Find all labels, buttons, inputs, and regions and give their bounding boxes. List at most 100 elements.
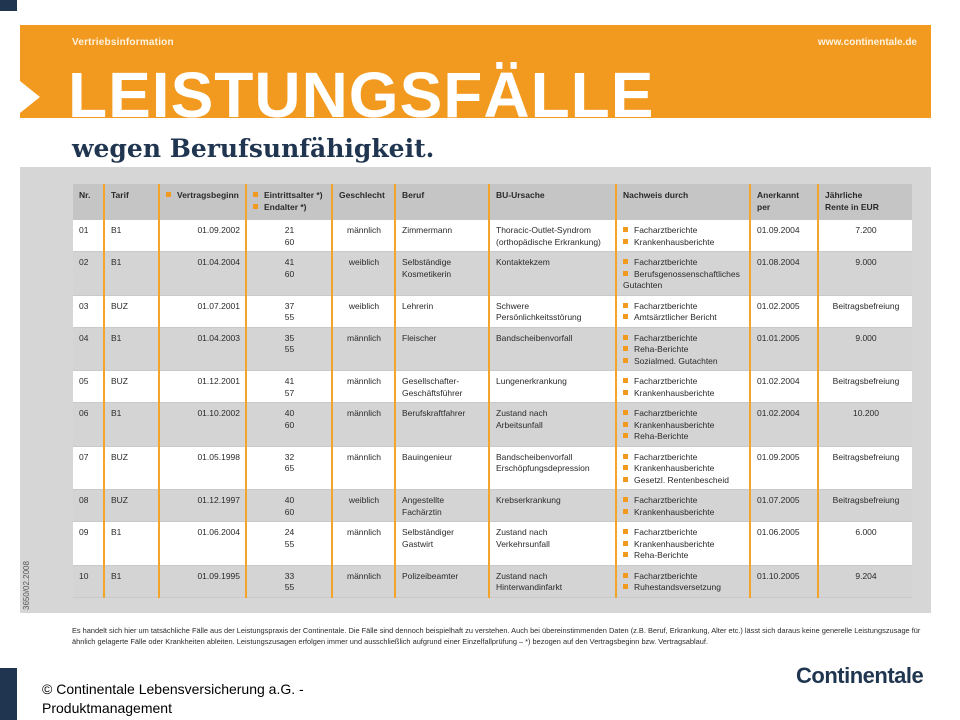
proof-item: Berufsgenossenschaftliches Gutachten (623, 269, 744, 292)
cell-line: Bandscheibenvorfall (496, 451, 573, 462)
cell-endalter: 55 (284, 538, 295, 549)
cell-line: Berufskraftfahrer (402, 408, 466, 418)
cell-nr: 04 (73, 327, 104, 371)
copyright-footer: © Continentale Lebensversicherung a.G. -… (42, 680, 304, 718)
cell-line: Persönlichkeitsstörung (496, 312, 582, 322)
cell-anerkannt: 01.06.2005 (749, 521, 818, 566)
cell-geschlecht: weiblich (331, 489, 395, 522)
cell-anerkannt: 01.09.2005 (749, 446, 818, 490)
cell-alter: 40 60 (245, 402, 332, 447)
proof-item: Ruhestandsversetzung (623, 582, 744, 594)
cell-line: Angestellte (402, 495, 445, 505)
banner-tag: Vertriebsinformation (72, 37, 174, 48)
cell-nr: 06 (73, 402, 104, 447)
cell-tarif: B1 (103, 327, 159, 371)
cell-ursache: Lungenerkrankung (488, 370, 616, 403)
cell-rente: Beitragsbefreiung (817, 489, 912, 522)
col-header-beruf: Beruf (394, 184, 489, 220)
cell-anerkannt: 01.07.2005 (749, 489, 818, 522)
cell-vertragsbeginn: 01.09.2002 (158, 220, 246, 252)
proof-item: Facharztberichte (623, 452, 744, 464)
cell-nachweis: Facharztberichte Krankenhausberichte Geset… (615, 446, 750, 490)
cell-line: Hinterwandinfarkt (496, 582, 563, 592)
cell-beruf: Selbständige Kosmetikerin (394, 251, 489, 296)
cell-line: Lungenerkrankung (496, 376, 567, 386)
page-title: LEISTUNGSFÄLLE (68, 59, 655, 118)
cell-alter: 32 65 (245, 446, 332, 490)
cell-alter: 21 60 (245, 220, 332, 252)
cases-table: Nr. Tarif Vertragsbeginn Eintrittsalter … (73, 184, 912, 598)
cell-beruf: Fleischer (394, 327, 489, 371)
proof-item: Facharztberichte (623, 495, 744, 507)
cell-anerkannt: 01.09.2004 (749, 220, 818, 252)
continentale-logo: Continentale (796, 663, 924, 688)
table-row: 09 B1 01.06.2004 24 55 männlich Selbständiger G… (73, 521, 912, 566)
cell-line: Schwere (496, 300, 530, 311)
col-header-anerkannt: Anerkannt per (749, 184, 818, 220)
cell-rente: 9.000 (817, 327, 912, 371)
cell-line: Kontaktekzem (496, 257, 550, 267)
cell-ursache: Schwere Persönlichkeitsstörung (488, 295, 616, 328)
cell-line: Polizeibeamter (402, 570, 459, 581)
proof-item: Reha-Berichte (623, 431, 744, 443)
cell-vertragsbeginn: 01.10.2002 (158, 402, 246, 447)
cell-eintrittsalter: 40 (284, 408, 295, 418)
cell-geschlecht: männlich (331, 327, 395, 371)
cell-nr: 05 (73, 370, 104, 403)
cell-eintrittsalter: 33 (284, 570, 295, 581)
col-header-vertragsbeginn: Vertragsbeginn (158, 184, 246, 220)
cell-nr: 09 (73, 521, 104, 566)
cell-eintrittsalter: 24 (284, 527, 295, 537)
cell-rente: 9.000 (817, 251, 912, 296)
cell-line: Zustand nach (496, 570, 548, 581)
bullet-icon (166, 190, 177, 200)
proof-item: Krankenhausberichte (623, 388, 744, 400)
col-header-nr: Nr. (73, 184, 104, 220)
cell-line: Verkehrsunfall (496, 538, 550, 549)
cell-vertragsbeginn: 01.04.2003 (158, 327, 246, 371)
cell-line: Lehrerin (402, 300, 434, 311)
table-row: 10 B1 01.09.1995 33 55 männlich Polizeibeamter… (73, 565, 912, 598)
cell-beruf: Berufskraftfahrer (394, 402, 489, 447)
proof-item: Facharztberichte (623, 376, 744, 388)
cell-vertragsbeginn: 01.06.2004 (158, 521, 246, 566)
col-header-geschlecht: Geschlecht (331, 184, 395, 220)
cell-line: Geschäftsführer (402, 387, 463, 398)
proof-item: Facharztberichte (623, 257, 744, 269)
cell-anerkannt: 01.08.2004 (749, 251, 818, 296)
cell-nachweis: Facharztberichte Krankenhausberichte (615, 489, 750, 522)
cell-line: Fleischer (402, 332, 437, 343)
cell-anerkannt: 01.02.2004 (749, 402, 818, 447)
proof-item: Krankenhausberichte (623, 507, 744, 519)
cell-alter: 40 60 (245, 489, 332, 522)
cell-endalter: 60 (284, 506, 295, 517)
cell-vertragsbeginn: 01.05.1998 (158, 446, 246, 490)
cell-anerkannt: 01.10.2005 (749, 565, 818, 598)
col-header-eintrittsalter: Eintrittsalter *) (253, 190, 326, 202)
proof-item: Facharztberichte (623, 527, 744, 539)
cell-alter: 37 55 (245, 295, 332, 328)
cell-line: Thoracic-Outlet-Syndrom (496, 225, 591, 235)
cell-beruf: Zimmermann (394, 220, 489, 252)
cell-line: Zimmermann (402, 225, 453, 235)
cell-tarif: BUZ (103, 446, 159, 490)
cell-nr: 01 (73, 220, 104, 252)
proof-item: Facharztberichte (623, 301, 744, 313)
cell-tarif: B1 (103, 521, 159, 566)
proof-item: Amtsärztlicher Bericht (623, 312, 744, 324)
cell-nr: 07 (73, 446, 104, 490)
cell-geschlecht: männlich (331, 370, 395, 403)
cell-vertragsbeginn: 01.07.2001 (158, 295, 246, 328)
cell-rente: 7.200 (817, 220, 912, 252)
cell-nr: 02 (73, 251, 104, 296)
cell-eintrittsalter: 41 (284, 257, 295, 267)
cell-alter: 33 55 (245, 565, 332, 598)
cell-ursache: Bandscheibenvorfall (488, 327, 616, 371)
table-row: 03 BUZ 01.07.2001 37 55 weiblich Lehrerin Schwe… (73, 295, 912, 328)
cell-rente: Beitragsbefreiung (817, 446, 912, 490)
cell-nr: 08 (73, 489, 104, 522)
cell-endalter: 55 (284, 344, 295, 354)
cell-endalter: 60 (284, 236, 295, 247)
cell-endalter: 55 (284, 582, 295, 592)
cell-anerkannt: 01.01.2005 (749, 327, 818, 371)
